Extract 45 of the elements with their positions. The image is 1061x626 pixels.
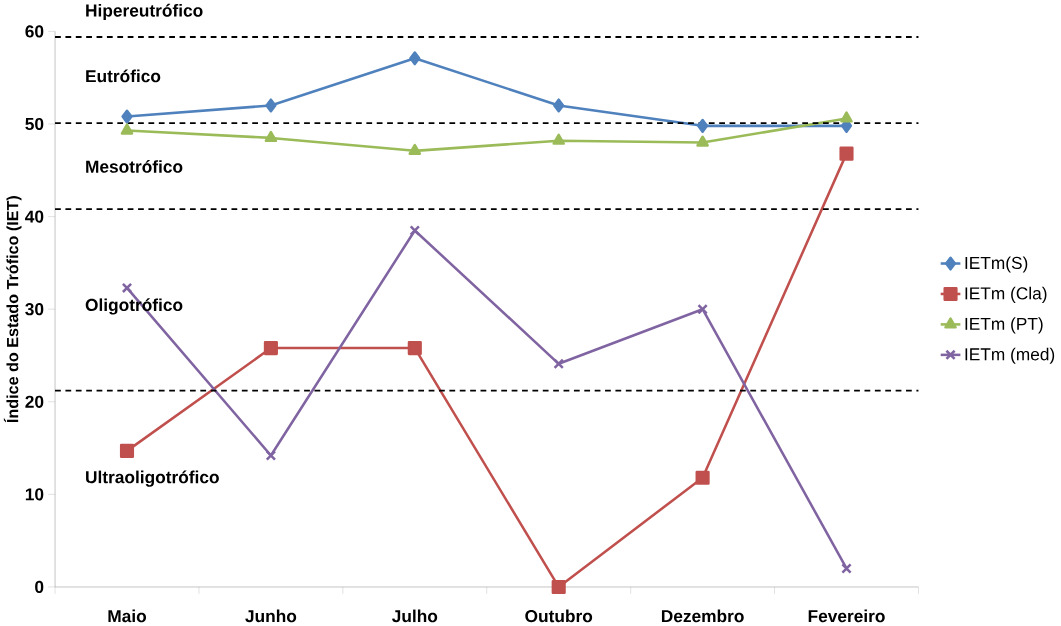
point <box>408 143 422 155</box>
point <box>119 443 135 458</box>
point <box>265 98 277 113</box>
legend-label: IETm(S) <box>965 256 1028 273</box>
x-tick-label: Maio <box>108 609 147 623</box>
y-tick-label: 20 <box>25 395 44 408</box>
point <box>695 470 710 485</box>
point <box>840 111 853 123</box>
annotation: Eutrófico <box>86 69 161 83</box>
point <box>696 118 709 133</box>
point <box>121 109 133 124</box>
point <box>407 340 422 356</box>
y-tick-label: 0 <box>35 580 44 594</box>
legend-label: IETm (med) <box>965 347 1055 364</box>
x-tick-label: Dezembro <box>661 609 744 623</box>
y-axis-title: Índice do Estado Trófico (IET) <box>3 196 22 423</box>
y-tick-label: 10 <box>25 488 44 501</box>
point <box>409 51 421 66</box>
annotation: Ultraoligotrófico <box>86 470 219 487</box>
legend-label: IETm (Cla) <box>965 286 1047 303</box>
y-tick-label: 60 <box>25 25 44 38</box>
point <box>263 340 278 356</box>
annotation: Mesotrófico <box>86 159 183 173</box>
x-tick-label: Julho <box>391 609 438 623</box>
point <box>841 563 852 574</box>
y-tick-label: 30 <box>25 303 44 316</box>
point <box>553 358 565 370</box>
point <box>121 282 133 294</box>
x-tick-label: Outubro <box>525 609 593 623</box>
point <box>120 123 134 135</box>
y-tick-label: 50 <box>25 117 44 131</box>
point <box>839 146 854 161</box>
y-tick-label: 40 <box>25 210 44 223</box>
legend-label: IETm (PT) <box>965 317 1043 334</box>
x-tick-label: Fevereiro <box>808 609 885 623</box>
point <box>696 135 709 147</box>
point <box>553 98 565 113</box>
point <box>697 303 708 315</box>
point <box>409 225 421 236</box>
text: Hipereutrófico <box>86 3 203 21</box>
point <box>265 450 277 461</box>
point <box>264 130 278 143</box>
x-tick-label: Junho <box>245 609 297 623</box>
point <box>551 579 566 594</box>
point <box>552 133 565 145</box>
